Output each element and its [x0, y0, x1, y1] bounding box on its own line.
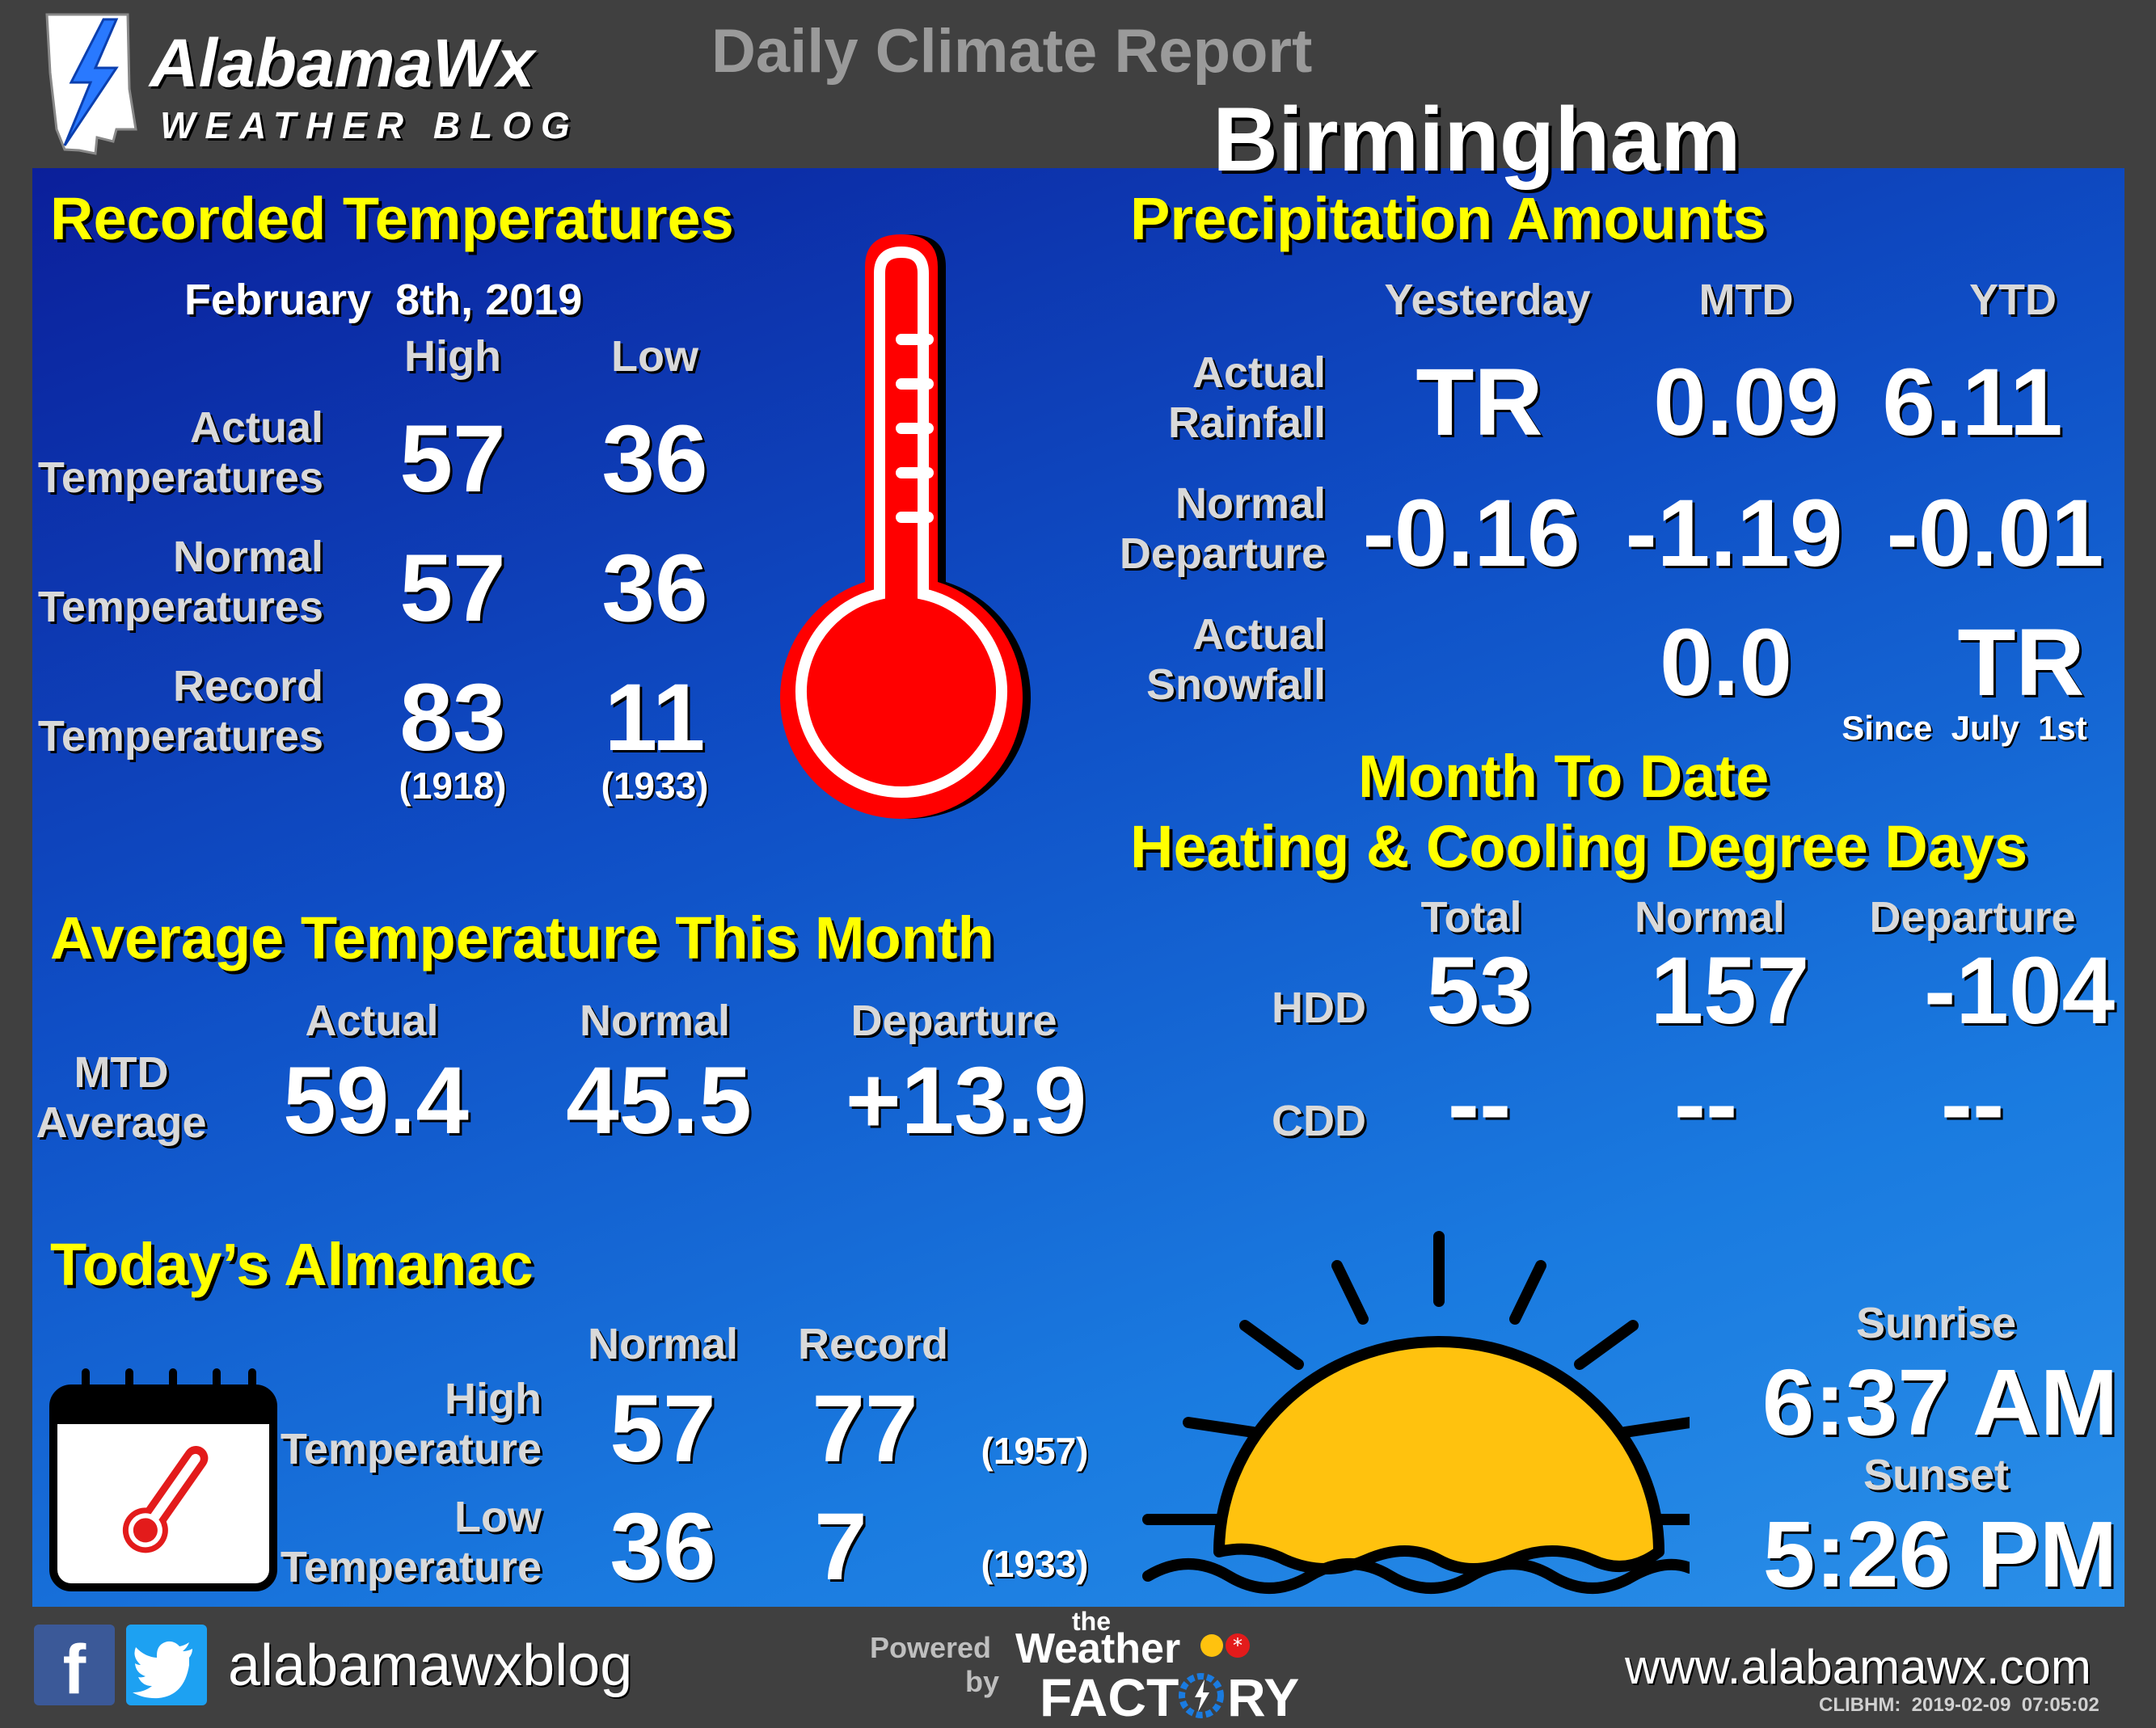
departure-yesterday: -0.16 [1362, 480, 1580, 587]
sunrise-sun-icon [1142, 1231, 1690, 1594]
actual-rainfall-label: Actual Rainfall [1167, 348, 1326, 447]
cdd-total: -- [1447, 1051, 1512, 1157]
almanac-low-record-year: (1933) [981, 1543, 1089, 1585]
website-url[interactable]: www.alabamawx.com [1625, 1640, 2091, 1694]
twitter-icon[interactable] [126, 1625, 207, 1705]
precip-col-mtd: MTD [1698, 276, 1794, 324]
sunrise-label: Sunrise [1855, 1299, 2017, 1347]
almanac-low-normal: 36 [610, 1494, 716, 1600]
almanac-high-record: 77 [812, 1376, 918, 1482]
logo: AlabamaWx WEATHER BLOG [32, 8, 598, 158]
sunrise-time: 6:37 AM [1762, 1350, 2119, 1455]
normal-high-value: 57 [399, 535, 506, 642]
dd-col-normal: Normal [1634, 893, 1786, 942]
snowfall-mtd: 0.0 [1659, 609, 1793, 716]
avg-departure-value: +13.9 [845, 1047, 1087, 1154]
cdd-departure: -- [1940, 1051, 2005, 1157]
actual-low-value: 36 [601, 406, 708, 512]
alabama-lightning-icon [45, 13, 137, 155]
precip-col-ytd: YTD [1969, 276, 2057, 324]
snowfall-since-note: Since July 1st [1842, 709, 2087, 747]
cdd-normal: -- [1673, 1051, 1738, 1157]
wf-the: the [1072, 1607, 1111, 1636]
wf-weather: Weather [1015, 1625, 1181, 1672]
rainfall-yesterday: TR [1416, 349, 1543, 456]
wf-factory-right: RY [1227, 1667, 1300, 1727]
avg-actual-value: 59.4 [283, 1047, 469, 1154]
departure-mtd: -1.19 [1625, 480, 1843, 587]
recorded-temps-title: Recorded Temperatures [50, 185, 734, 252]
avg-temp-title: Average Temperature This Month [50, 904, 994, 971]
almanac-high-record-year: (1957) [981, 1430, 1089, 1472]
precip-title: Precipitation Amounts [1130, 185, 1766, 252]
almanac-low-record: 7 [814, 1494, 867, 1600]
snowfall-ytd: TR [1957, 609, 2085, 716]
col-high-label: High [404, 332, 501, 381]
almanac-title: Today’s Almanac [50, 1231, 534, 1298]
powered-label: Powered [870, 1631, 992, 1664]
wf-factory-left: FACT [1040, 1667, 1179, 1727]
record-low-year: (1933) [601, 765, 709, 807]
avg-normal-value: 45.5 [566, 1047, 752, 1154]
thermometer-icon [780, 234, 1031, 820]
rainfall-mtd: 0.09 [1653, 349, 1839, 456]
gear-bolt-icon [1179, 1673, 1224, 1718]
report-code: CLIBHM: 2019-02-09 07:05:02 [1819, 1694, 2099, 1716]
actual-temps-label: Actual Temperatures [37, 403, 323, 502]
sunset-time: 5:26 PM [1762, 1502, 2118, 1607]
hdd-label: HDD [1272, 984, 1366, 1032]
city-name: Birmingham [1213, 89, 1741, 190]
almanac-col-normal: Normal [587, 1320, 739, 1368]
by-label: by [965, 1665, 1000, 1698]
svg-text:*: * [1233, 1634, 1243, 1657]
col-low-label: Low [611, 332, 698, 381]
logo-subtitle: WEATHER BLOG [160, 104, 580, 146]
almanac-col-record: Record [797, 1320, 949, 1368]
social-handle[interactable]: alabamawxblog [228, 1633, 633, 1698]
mtd-average-label: MTD Average [36, 1048, 207, 1147]
hdd-departure: -104 [1924, 938, 2116, 1044]
dd-col-total: Total [1420, 893, 1522, 942]
avg-col-normal: Normal [579, 997, 731, 1045]
sunset-label: Sunset [1863, 1451, 2010, 1499]
avg-col-departure: Departure [850, 997, 1057, 1045]
departure-ytd: -0.01 [1886, 480, 2104, 587]
normal-low-value: 36 [601, 535, 708, 642]
actual-high-value: 57 [399, 406, 506, 512]
record-temps-label: Record Temperatures [37, 662, 323, 761]
recorded-date: February 8th, 2019 [184, 276, 583, 324]
degree-days-title-2: Heating & Cooling Degree Days [1130, 813, 2028, 880]
weather-factory-logo: the Weather * FACT RY [1015, 1607, 1371, 1727]
almanac-high-label: High Temperature [280, 1375, 542, 1473]
dd-col-departure: Departure [1869, 893, 2076, 942]
hdd-normal: 157 [1650, 938, 1810, 1044]
almanac-high-normal: 57 [610, 1376, 716, 1482]
normal-temps-label: Normal Temperatures [37, 533, 323, 631]
hdd-total: 53 [1426, 938, 1533, 1044]
report-title: Daily Climate Report [711, 17, 1313, 86]
avg-col-actual: Actual [305, 997, 439, 1045]
actual-snowfall-label: Actual Snowfall [1146, 610, 1326, 709]
precip-col-yesterday: Yesterday [1384, 276, 1591, 324]
record-high-year: (1918) [399, 765, 507, 807]
record-high-value: 83 [399, 664, 506, 771]
rainfall-ytd: 6.11 [1882, 349, 2063, 456]
sun-snowflake-icon: * [1200, 1633, 1250, 1658]
calendar-thermometer-icon [49, 1368, 277, 1591]
degree-days-title-1: Month To Date [1358, 743, 1770, 810]
almanac-low-label: Low Temperature [280, 1493, 542, 1591]
record-low-value: 11 [604, 664, 706, 771]
logo-name: AlabamaWx [150, 25, 535, 101]
normal-departure-label: Normal Departure [1119, 479, 1326, 578]
main-panel [32, 168, 2124, 1607]
cdd-label: CDD [1272, 1097, 1366, 1145]
facebook-icon[interactable]: f [34, 1625, 115, 1709]
